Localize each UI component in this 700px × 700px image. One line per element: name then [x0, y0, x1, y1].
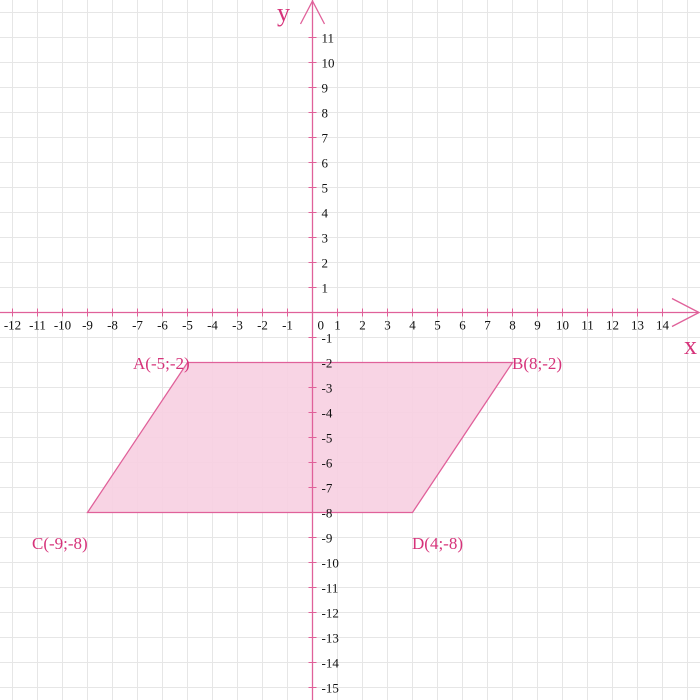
y-tick-label: -7 [322, 481, 333, 496]
x-tick-label: 10 [556, 318, 569, 333]
x-tick-label: 4 [409, 318, 416, 333]
x-tick-label: 13 [631, 318, 644, 333]
x-tick-label: -7 [132, 318, 143, 333]
y-axis-label: y [277, 0, 290, 27]
x-tick-label: 0 [318, 318, 325, 333]
parallelogram-abdc [86, 361, 514, 514]
y-tick-label: 1 [322, 281, 329, 296]
x-tick-label: 6 [459, 318, 466, 333]
x-tick-label: -10 [54, 318, 71, 333]
vertex-label-c: C(-9;-8) [32, 534, 88, 553]
x-axis-arrow-icon [671, 297, 700, 328]
x-tick-label: 11 [581, 318, 594, 333]
vertex-labels: A(-5;-2) B(8;-2) D(4;-8) C(-9;-8) [32, 354, 562, 553]
y-tick-label: -12 [322, 606, 339, 621]
y-tick-label: -1 [322, 331, 333, 346]
x-axis-label: x [684, 331, 697, 360]
y-tick-label: 5 [322, 181, 329, 196]
y-tick-label: -10 [322, 556, 339, 571]
y-tick-label: -11 [322, 581, 339, 596]
x-tick-label: -8 [107, 318, 118, 333]
y-tick-label: -15 [322, 681, 339, 696]
y-tick-label: -13 [322, 631, 339, 646]
x-tick-label: -1 [282, 318, 293, 333]
y-tick-label: -5 [322, 431, 333, 446]
x-tick-label: -5 [182, 318, 193, 333]
x-tick-label: 12 [606, 318, 619, 333]
y-tick-label: 2 [322, 256, 329, 271]
y-tick-label: 10 [322, 56, 335, 71]
x-tick-label: -6 [157, 318, 168, 333]
vertex-label-b: B(8;-2) [512, 354, 562, 373]
vertex-label-a: A(-5;-2) [133, 354, 190, 373]
x-tick-label: -2 [257, 318, 268, 333]
y-tick-label: 3 [322, 231, 329, 246]
y-tick-label: 4 [322, 206, 329, 221]
y-tick-label: -4 [322, 406, 333, 421]
y-axis-ticks: 1110987654321-1-2-3-4-5-6-7-8-9-10-11-12… [308, 31, 340, 696]
x-tick-label: 9 [534, 318, 541, 333]
x-tick-label: 3 [384, 318, 391, 333]
x-tick-label: -9 [82, 318, 93, 333]
x-tick-label: -3 [232, 318, 243, 333]
y-tick-label: -3 [322, 381, 333, 396]
y-tick-label: -8 [322, 506, 333, 521]
y-axis-arrow-icon [299, 0, 326, 25]
x-tick-label: -4 [207, 318, 218, 333]
x-tick-label: 8 [509, 318, 516, 333]
x-tick-label: -12 [4, 318, 21, 333]
x-tick-label: 2 [359, 318, 366, 333]
y-tick-label: -6 [322, 456, 333, 471]
y-tick-label: -14 [322, 656, 340, 671]
y-tick-label: -2 [322, 356, 333, 371]
x-tick-label: 5 [434, 318, 441, 333]
y-tick-label: 7 [322, 131, 329, 146]
x-tick-label: 7 [484, 318, 491, 333]
y-tick-label: 11 [322, 31, 335, 46]
y-tick-label: -9 [322, 531, 333, 546]
x-tick-label: -11 [29, 318, 46, 333]
x-axis-ticks: -12 -11 -10 -9 -8 -7 -6 -5 -4 -3 -2 -1 0 1 2 3 4 5 6 7 8 9 10 1… [4, 308, 670, 333]
x-tick-label: 1 [334, 318, 341, 333]
y-tick-label: 9 [322, 81, 329, 96]
vertex-label-d: D(4;-8) [412, 534, 463, 553]
y-tick-label: 6 [322, 156, 329, 171]
y-tick-label: 8 [322, 106, 329, 121]
x-tick-label: 14 [656, 318, 670, 333]
